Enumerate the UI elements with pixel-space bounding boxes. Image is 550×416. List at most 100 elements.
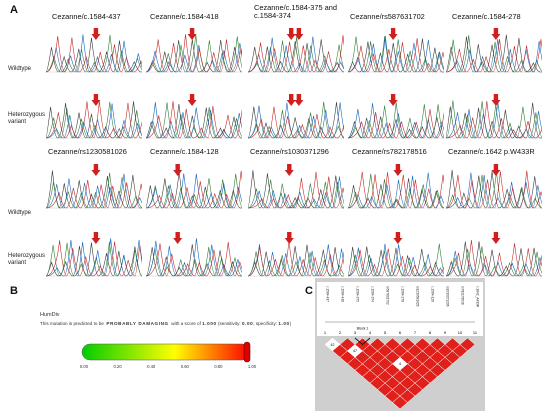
chromatogram-trace	[348, 94, 444, 139]
column-title: Cezanne/c.1642 p.W433R	[448, 147, 535, 156]
specificity-text: ; specificity:	[253, 321, 278, 326]
column-title: Cezanne/rs1030371296	[250, 147, 329, 156]
ld-cell-value: 42	[331, 343, 335, 347]
chromatogram-trace	[248, 164, 344, 209]
trace-line	[348, 38, 444, 73]
ld-snp-label: rs1030371296	[446, 286, 450, 307]
chromatogram-trace	[446, 232, 542, 277]
chromatogram-trace	[146, 232, 242, 277]
trace-line	[46, 179, 142, 209]
chromatogram-cell	[348, 24, 444, 74]
column-title: Cezanne/c.1584-375 and c.1584-374	[254, 3, 338, 20]
trace-line	[146, 102, 242, 139]
ld-snp-number: 2	[339, 330, 342, 335]
column-title: Cezanne/rs782178516	[352, 147, 427, 156]
trace-line	[248, 106, 344, 139]
chromatogram-cell	[446, 24, 542, 74]
trace-line	[348, 248, 444, 277]
ld-snp-number: 11	[473, 330, 478, 335]
trace-line	[446, 35, 542, 73]
ld-cell	[459, 337, 476, 352]
arrow-down-icon	[187, 94, 197, 106]
ld-label-area	[317, 282, 483, 336]
arrow-down-icon	[91, 164, 101, 176]
trace-line	[348, 171, 444, 209]
column-title: Cezanne/c.1584-128	[150, 147, 219, 156]
ld-snp-label: c.1584-128	[431, 286, 435, 302]
trace-line	[248, 176, 344, 209]
close-paren: )	[289, 321, 292, 326]
chromatogram-cell	[348, 160, 444, 210]
chromatogram-trace	[46, 94, 142, 139]
ld-cell-value: 4	[399, 362, 401, 366]
arrow-down-icon	[388, 28, 398, 40]
trace-line	[248, 171, 344, 209]
column-title: Cezanne/c.1584-437	[52, 12, 121, 21]
chromatogram-cell	[146, 90, 242, 140]
trace-line	[446, 170, 542, 209]
ld-snp-number: 8	[429, 330, 432, 335]
chromatogram-cell	[248, 24, 344, 74]
column-title: Cezanne/rs1230581026	[48, 147, 127, 156]
trace-line	[46, 238, 142, 277]
trace-line	[46, 170, 142, 209]
trace-line	[348, 178, 444, 209]
arrow-down-icon	[388, 94, 398, 106]
chromatogram-trace	[248, 28, 344, 73]
trace-line	[248, 244, 344, 277]
trace-line	[46, 34, 142, 73]
trace-line	[248, 241, 344, 277]
chromatogram-trace	[446, 94, 542, 139]
chromatogram-trace	[446, 164, 542, 209]
row-label-wildtype-bottom: Wildtype	[8, 210, 32, 216]
chromatogram-cell	[248, 160, 344, 210]
ld-snp-number: 4	[369, 330, 372, 335]
prediction-prefix: This mutation is predicted to be	[40, 321, 104, 326]
trace-line	[46, 173, 142, 209]
arrow-down-icon	[187, 28, 197, 40]
humdiv-label: HumDiv	[40, 312, 60, 318]
ld-snp-label: rs782178516	[461, 286, 465, 305]
chromatogram-cell	[446, 228, 542, 278]
trace-line	[146, 246, 242, 277]
arrow-down-icon	[491, 94, 501, 106]
sensitivity-text: (sensitivity:	[217, 321, 241, 326]
trace-line	[248, 170, 344, 209]
tick-label: 0.40	[147, 364, 156, 369]
ld-cell-value: 47	[353, 349, 357, 353]
trace-line	[446, 250, 542, 277]
row-label-wildtype-top: Wildtype	[8, 66, 32, 72]
trace-line	[348, 173, 444, 209]
trace-line	[348, 38, 444, 73]
chromatogram-cell	[146, 228, 242, 278]
chromatogram-cell	[146, 24, 242, 74]
chromatogram-trace	[146, 94, 242, 139]
score-text: with a score of	[171, 321, 201, 326]
arrow-down-icon	[491, 28, 501, 40]
ld-block-label: Block 1	[357, 327, 369, 331]
chromatogram-trace	[348, 232, 444, 277]
ld-snp-label: c.1584-374	[371, 286, 375, 302]
arrow-down-icon	[393, 232, 403, 244]
ld-snp-label: c.1584-437	[326, 286, 330, 302]
specificity-value: 1.00	[278, 321, 290, 326]
trace-line	[46, 101, 142, 139]
ld-plot-svg: c.1584-437 1 c.1584-418 2 c.1584-375 3 c.1584-…	[317, 282, 483, 410]
trace-line	[348, 103, 444, 139]
arrow-down-icon	[294, 28, 304, 40]
trace-line	[348, 36, 444, 73]
ld-snp-label: c.1642_A433R	[476, 286, 480, 308]
arrow-down-icon	[173, 164, 183, 176]
trace-line	[348, 36, 444, 73]
arrow-down-icon	[91, 28, 101, 40]
trace-line	[46, 172, 142, 209]
chromatogram-trace	[46, 28, 142, 73]
chromatogram-trace	[146, 164, 242, 209]
chromatogram-cell	[348, 228, 444, 278]
humdiv-score-marker	[243, 341, 251, 363]
arrow-down-icon	[284, 164, 294, 176]
trace-line	[248, 39, 344, 73]
score-value: 1.000	[202, 321, 217, 326]
trace-line	[146, 34, 242, 73]
trace-line	[46, 37, 142, 73]
